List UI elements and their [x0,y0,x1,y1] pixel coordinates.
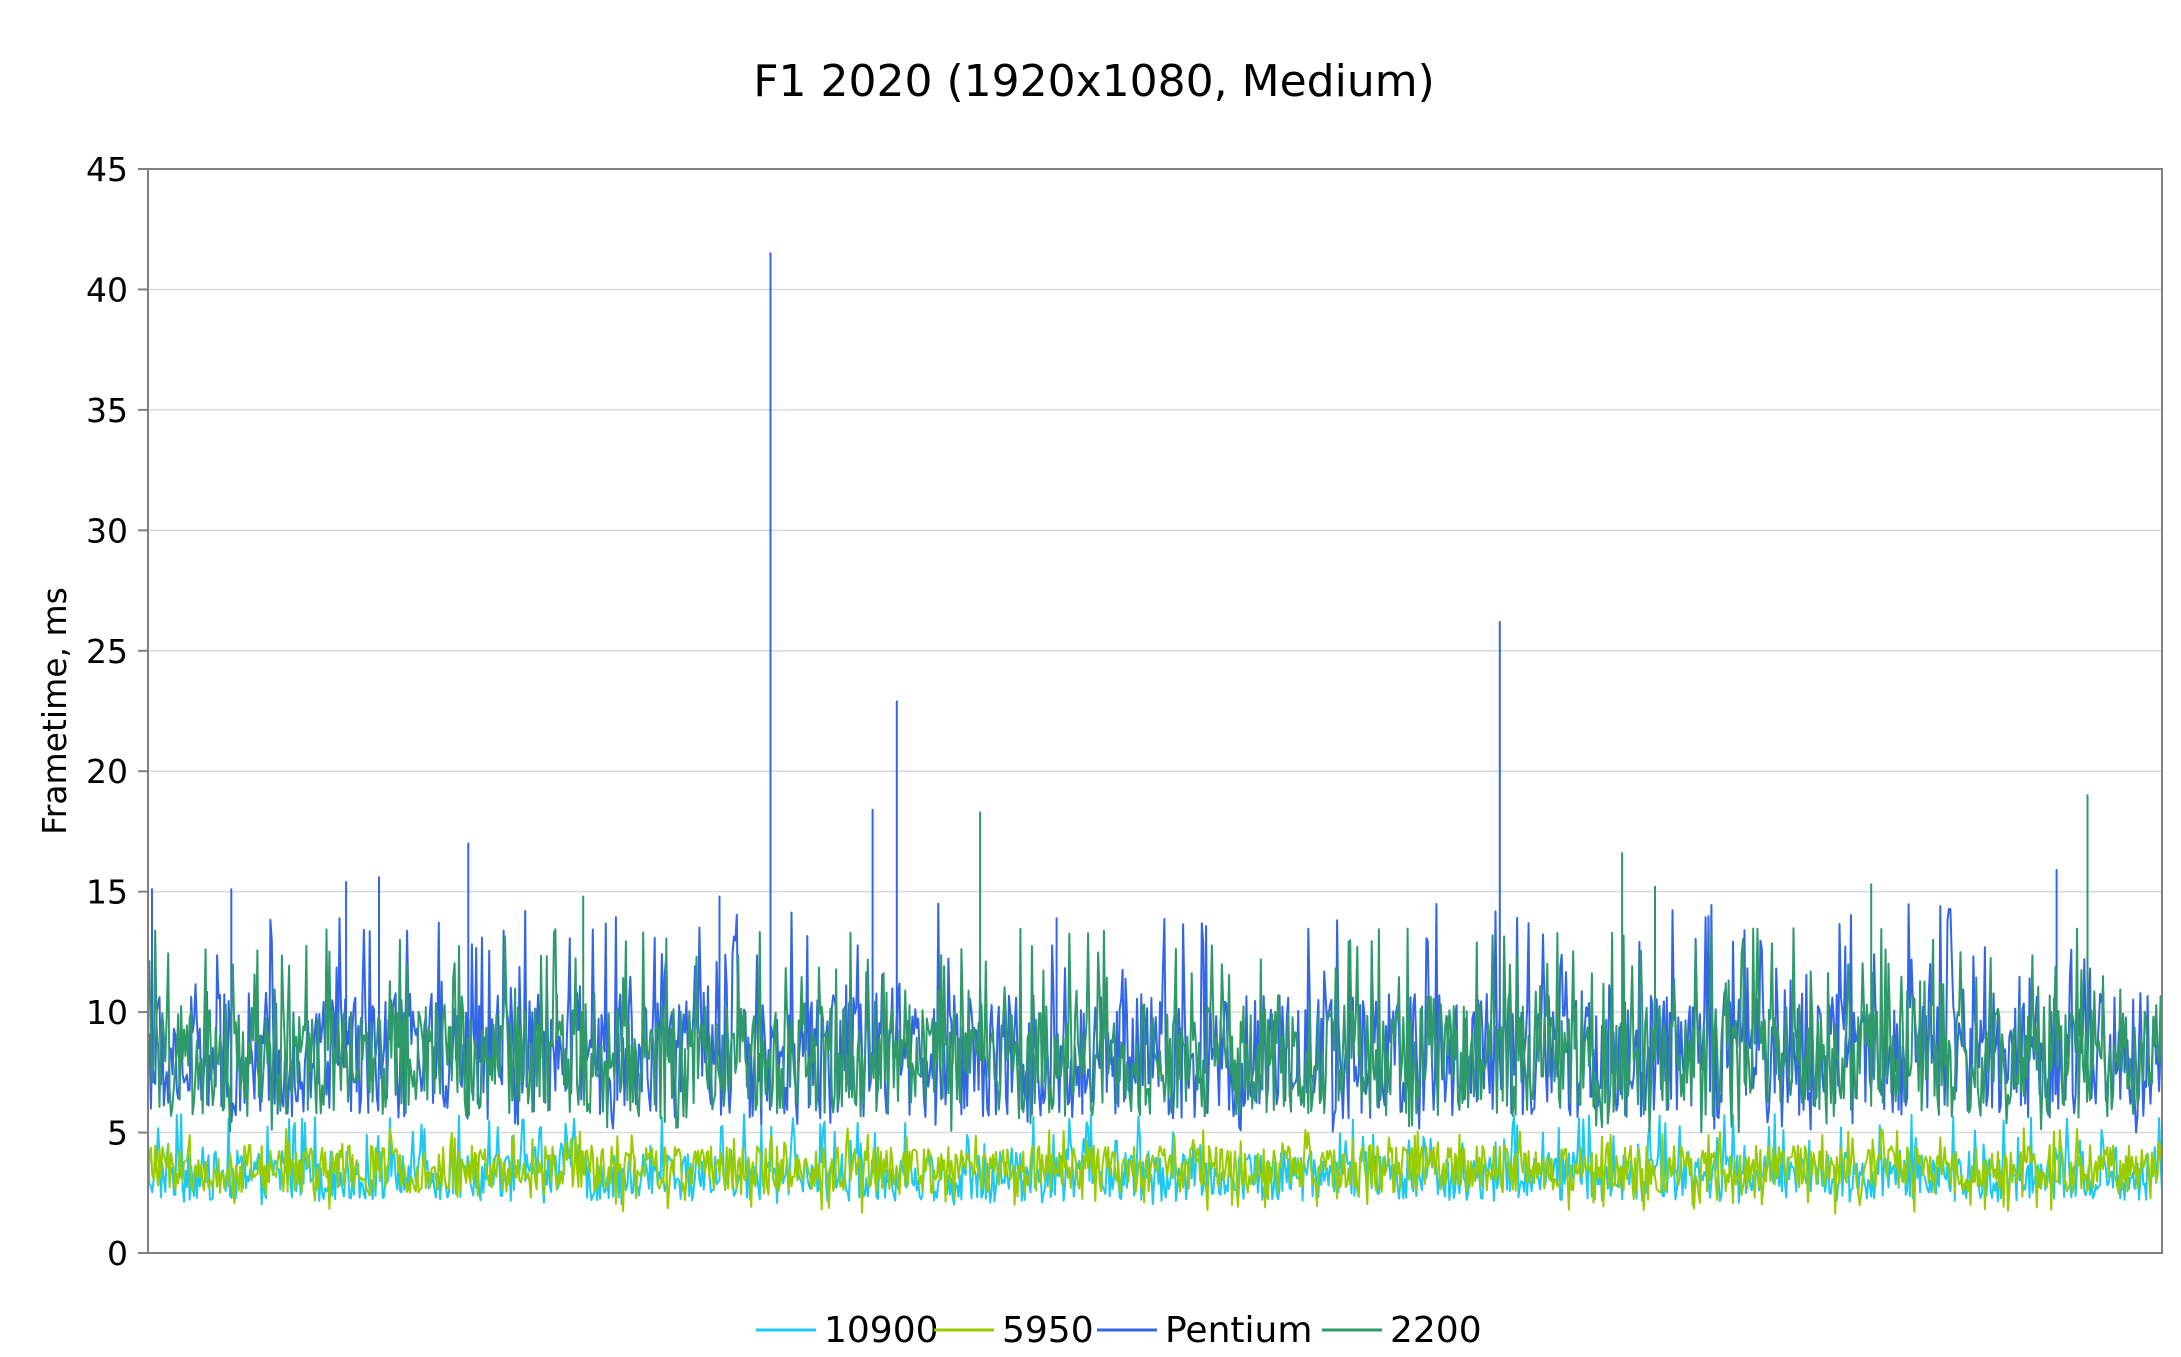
y-tick-label: 40 [86,270,128,309]
y-tick-label: 5 [107,1114,128,1153]
legend-label: 10900 [824,1310,939,1351]
y-axis-label: Frametime, ms [35,587,74,835]
series-line-5950 [147,1127,2163,1215]
legend: 10900 5950 Pentium 2200 [756,1310,1482,1351]
legend-item-5950: 5950 [934,1310,1094,1351]
y-tick-label: 35 [86,391,128,430]
y-tick-label: 10 [86,993,128,1032]
legend-item-pentium: Pentium [1097,1310,1312,1351]
y-tick-label: 0 [107,1234,128,1273]
legend-label: 5950 [1002,1310,1094,1351]
plot-area-border [147,168,2163,1254]
y-axis-ticks: 0 5 10 15 20 25 30 35 40 45 [86,150,148,1273]
y-tick-label: 45 [86,150,128,189]
y-tick-label: 25 [86,632,128,671]
series-lines [147,252,2163,1215]
series-line-2200 [147,794,2163,1134]
y-tick-label: 15 [86,873,128,912]
y-tick-label: 30 [86,511,128,550]
chart-title: F1 2020 (1920x1080, Medium) [753,56,1434,107]
y-tick-label: 20 [86,752,128,791]
series-line-10900 [147,1113,2163,1206]
legend-item-10900: 10900 [756,1310,939,1351]
legend-label: Pentium [1165,1310,1312,1351]
series-line-pentium [147,252,2163,1134]
legend-label: 2200 [1390,1310,1482,1351]
legend-item-2200: 2200 [1322,1310,1482,1351]
gridlines [148,288,2162,1134]
